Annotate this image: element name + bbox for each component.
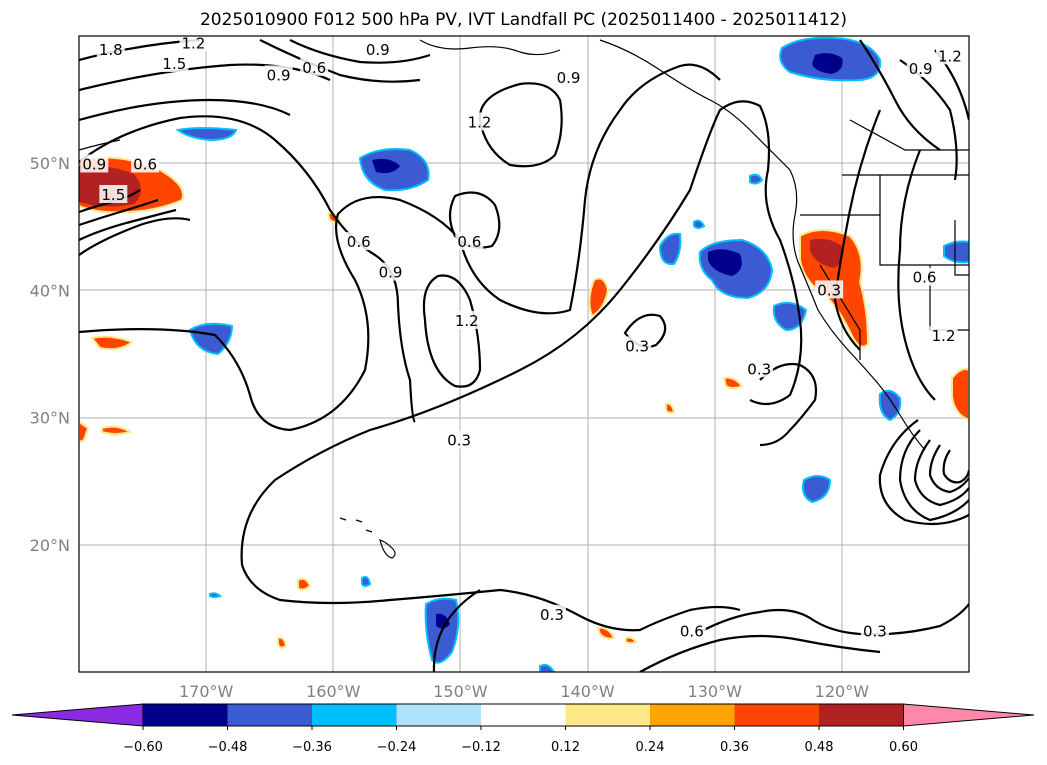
colorbar-swatch	[565, 704, 651, 726]
contour-label-bg	[96, 39, 125, 58]
colorbar-tick-label: 0.36	[720, 740, 749, 755]
contour-label-bg	[452, 310, 481, 329]
colorbar-swatch	[819, 704, 904, 726]
contour-label-bg	[344, 232, 373, 251]
contour-label-bg	[363, 39, 392, 58]
contour-label: 0.3	[625, 337, 649, 355]
latitude-label: 40°N	[30, 281, 70, 300]
map-background	[79, 36, 969, 672]
colorbar-tick-label: 0.60	[889, 740, 918, 755]
contour-label: 1.5	[162, 55, 186, 73]
contour-label-bg	[554, 67, 583, 86]
contour-label-bg	[537, 604, 566, 623]
longitude-label: 160°W	[306, 682, 361, 701]
colorbar-swatch	[650, 704, 735, 726]
contour-label-bg	[929, 326, 958, 345]
contour-label-bg	[906, 59, 935, 78]
contour-label: 1.2	[932, 327, 956, 345]
colorbar-swatch	[481, 704, 566, 726]
contour-label: 0.9	[267, 66, 291, 84]
longitude-label: 130°W	[688, 682, 743, 701]
colorbar-swatch	[396, 704, 482, 726]
contour-label: 1.2	[181, 35, 205, 53]
contour-label: 0.3	[540, 606, 564, 624]
map-frame	[78, 35, 970, 673]
contour-label-bg	[160, 53, 189, 72]
contour-label-bg	[860, 621, 889, 640]
longitude-label: 140°W	[560, 682, 615, 701]
contour-label: 0.6	[302, 59, 326, 77]
contour-label: 0.6	[347, 233, 371, 251]
ivt-negative-shading	[175, 36, 969, 672]
latitude-label: 20°N	[30, 536, 70, 555]
latitude-labels: 50°N 40°N 30°N 20°N	[30, 154, 70, 555]
contour-label: 0.9	[82, 155, 106, 173]
colorbar-swatch	[312, 704, 397, 726]
map-title: 2025010900 F012 500 hPa PV, IVT Landfall…	[199, 10, 847, 30]
longitude-labels: 170°W 160°W 150°W 140°W 130°W 120°W	[179, 682, 869, 701]
contour-label: 1.2	[455, 312, 479, 330]
contour-label-bg	[465, 112, 494, 131]
contour-label-bg	[935, 46, 964, 65]
colorbar-tick-label: 0.48	[805, 740, 834, 755]
contour-label-bg	[80, 154, 109, 173]
contour-label-bg	[745, 359, 774, 378]
colorbar-tick-label: 0.24	[636, 740, 665, 755]
contour-label-bg	[455, 232, 484, 251]
longitude-label: 170°W	[179, 682, 234, 701]
colorbar-tick-label: −0.36	[292, 740, 332, 755]
contour-label: 0.9	[557, 69, 581, 87]
contour-label-bg	[179, 36, 208, 52]
contour-label-bg	[131, 154, 160, 173]
latitude-label: 50°N	[30, 154, 70, 173]
contour-label: 0.9	[379, 264, 403, 282]
colorbar-swatch	[227, 704, 313, 726]
contour-label: 1.2	[468, 113, 492, 131]
contour-label: 0.6	[133, 155, 157, 173]
contour-label-bg	[677, 621, 706, 640]
colorbar-tick-label: −0.24	[377, 740, 417, 755]
colorbar-swatch	[734, 704, 820, 726]
contour-label: 0.6	[457, 233, 481, 251]
contour-label: 1.5	[101, 186, 125, 204]
contour-label: 0.3	[747, 360, 771, 378]
contour-label-bg	[910, 267, 939, 286]
contour-label-bg	[445, 430, 474, 449]
contour-label-bg	[300, 57, 329, 76]
contour-label-bg	[815, 280, 844, 299]
colorbar-extend-high	[903, 703, 1035, 727]
longitude-label: 150°W	[433, 682, 488, 701]
contour-label-bg	[623, 336, 652, 355]
contour-label: 0.6	[680, 622, 704, 640]
contour-label: 0.3	[817, 281, 841, 299]
colorbar-extend-low	[11, 703, 144, 727]
contour-label-bg	[264, 65, 293, 84]
contour-label: 1.2	[938, 47, 962, 65]
contour-label: 0.6	[913, 269, 937, 287]
contour-labels: 1.8 1.2 1.5 0.6 0.9 0.9 0.9 1.2 0.9 0.6 1.5 0.6 0.9 0…	[80, 35, 964, 640]
colorbar-tick-label: −0.12	[461, 740, 501, 755]
colorbar-tick-label: 0.12	[551, 740, 580, 755]
longitude-label: 120°W	[815, 682, 870, 701]
contour-label: 0.3	[447, 431, 471, 449]
colorbar: −0.60 −0.48 −0.36 −0.24 −0.12 0.12 0.24 0.36 0.4…	[11, 703, 1035, 755]
contour-label: 0.9	[909, 60, 933, 78]
latitude-label: 30°N	[30, 409, 70, 428]
colorbar-frame	[142, 703, 904, 727]
contour-label-bg	[376, 262, 405, 281]
contour-label: 0.3	[863, 622, 887, 640]
contour-label: 1.8	[99, 41, 123, 59]
colorbar-tick-label: −0.48	[208, 740, 248, 755]
colorbar-tick-label: −0.60	[123, 740, 163, 755]
colorbar-swatch	[143, 704, 228, 726]
contour-label-bg	[99, 185, 128, 203]
contour-label: 0.9	[366, 41, 390, 59]
